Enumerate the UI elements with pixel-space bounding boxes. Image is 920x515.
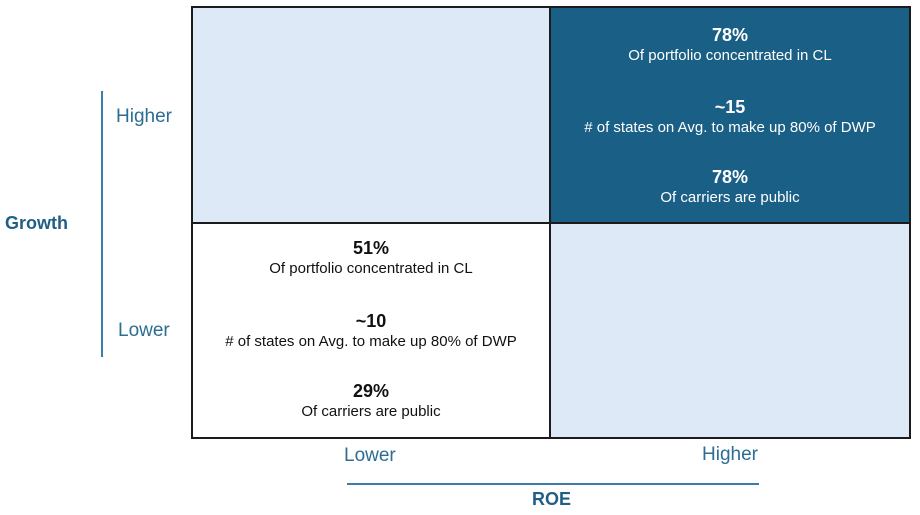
stat-description: Of portfolio concentrated in CL xyxy=(269,260,473,277)
stat-block: 78% Of portfolio concentrated in CL xyxy=(551,24,909,66)
stat-description: Of carriers are public xyxy=(301,403,441,420)
x-axis-higher-label: Higher xyxy=(702,444,758,465)
stat-description: Of portfolio concentrated in CL xyxy=(628,47,832,64)
quadrant-bottom-left: 51% Of portfolio concentrated in CL ~10 … xyxy=(193,224,551,437)
quadrant-grid: 78% Of portfolio concentrated in CL ~15 … xyxy=(191,6,911,439)
quadrant-bottom-right xyxy=(551,224,909,437)
stat-description: # of states on Avg. to make up 80% of DW… xyxy=(225,333,517,350)
stat-block: 78% Of carriers are public xyxy=(551,166,909,208)
stat-description: Of carriers are public xyxy=(660,189,800,206)
quadrant-top-left xyxy=(193,8,551,224)
y-axis-title: Growth xyxy=(5,213,68,233)
stat-block: 51% Of portfolio concentrated in CL xyxy=(193,237,549,279)
stat-value: 29% xyxy=(352,381,390,401)
stat-value: 78% xyxy=(711,25,749,45)
stat-value: ~10 xyxy=(355,311,387,331)
stat-value: 78% xyxy=(711,167,749,187)
stat-value: 51% xyxy=(352,238,390,258)
x-axis-title: ROE xyxy=(532,489,572,509)
stat-value: ~15 xyxy=(714,97,746,117)
y-axis-line xyxy=(101,91,103,357)
y-axis-higher-label: Higher xyxy=(116,106,172,127)
quadrant-top-right: 78% Of portfolio concentrated in CL ~15 … xyxy=(551,8,909,224)
x-axis-lower-label: Lower xyxy=(344,445,396,466)
stat-block: ~15 # of states on Avg. to make up 80% o… xyxy=(551,96,909,138)
x-axis-line xyxy=(347,483,759,485)
stat-description: # of states on Avg. to make up 80% of DW… xyxy=(584,119,876,136)
stat-block: ~10 # of states on Avg. to make up 80% o… xyxy=(193,310,549,352)
stat-block: 29% Of carriers are public xyxy=(193,380,549,422)
y-axis-lower-label: Lower xyxy=(118,320,170,341)
